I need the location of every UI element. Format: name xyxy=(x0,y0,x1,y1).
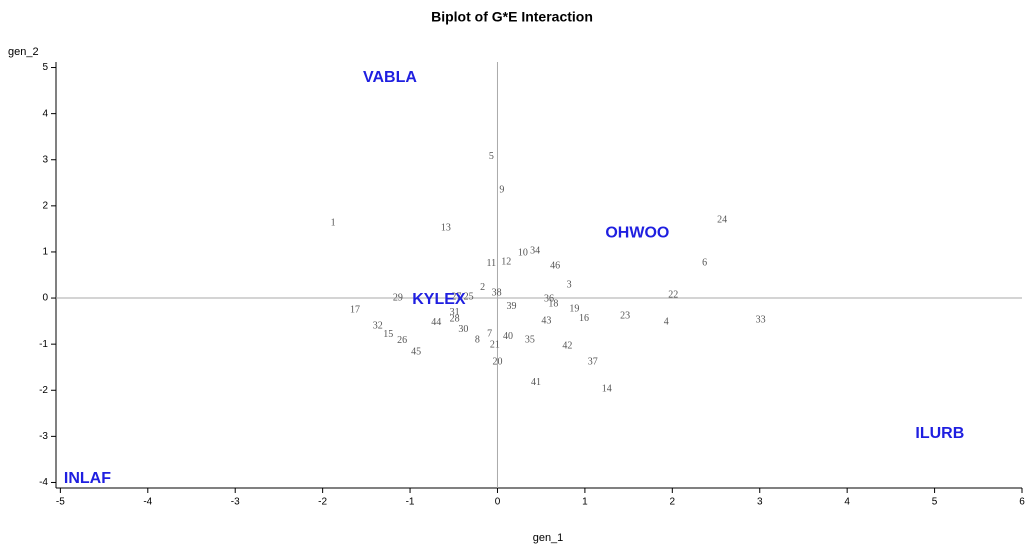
y-tick-label: 4 xyxy=(42,108,48,119)
y-tick-label: 2 xyxy=(42,200,48,211)
x-tick-label: 2 xyxy=(670,497,676,508)
chart-title: Biplot of G*E Interaction xyxy=(431,9,593,25)
x-axis-label: gen_1 xyxy=(533,532,564,544)
genotype-label: 4 xyxy=(664,316,669,327)
y-tick-label: 3 xyxy=(42,154,48,165)
x-tick-label: 3 xyxy=(757,497,763,508)
environment-label: VABLA xyxy=(363,69,417,86)
genotype-label: 34 xyxy=(530,245,540,256)
y-tick-label: 5 xyxy=(42,62,48,73)
genotype-label: 29 xyxy=(393,292,403,303)
genotype-label: 28 xyxy=(450,314,460,325)
genotype-label: 45 xyxy=(411,346,421,357)
genotype-label: 44 xyxy=(431,317,441,328)
y-tick-label: -1 xyxy=(39,339,48,350)
environment-label: INLAF xyxy=(64,470,111,487)
genotype-label: 39 xyxy=(506,301,516,312)
environment-label: OHWOO xyxy=(605,224,669,241)
environment-label: ILURB xyxy=(915,425,964,442)
genotype-label: 19 xyxy=(569,303,579,314)
genotype-label: 12 xyxy=(501,256,511,267)
genotype-label: 41 xyxy=(531,377,541,388)
genotype-label: 27 xyxy=(451,291,461,302)
genotype-label: 9 xyxy=(499,184,504,195)
environment-label: KYLEX xyxy=(412,291,466,308)
x-tick-label: -5 xyxy=(56,497,65,508)
genotype-label: 13 xyxy=(441,222,451,233)
x-tick-label: -4 xyxy=(143,497,152,508)
genotype-label: 24 xyxy=(717,214,727,225)
genotype-label: 2 xyxy=(480,282,485,293)
x-tick-label: -3 xyxy=(231,497,240,508)
y-axis-label: gen_2 xyxy=(8,46,39,58)
genotype-label: 25 xyxy=(464,291,474,302)
x-tick-label: -1 xyxy=(406,497,415,508)
y-tick-label: -4 xyxy=(39,477,48,488)
genotype-label: 20 xyxy=(492,356,502,367)
genotype-label: 33 xyxy=(756,314,766,325)
y-tick-label: -2 xyxy=(39,385,48,396)
genotype-label: 43 xyxy=(541,315,551,326)
genotype-label: 18 xyxy=(548,298,558,309)
genotype-label: 21 xyxy=(490,339,500,350)
x-tick-label: 5 xyxy=(932,497,938,508)
genotype-label: 7 xyxy=(487,328,492,339)
genotype-label: 16 xyxy=(579,313,589,324)
genotype-label: 8 xyxy=(475,334,480,345)
genotype-label: 35 xyxy=(525,334,535,345)
genotype-label: 42 xyxy=(562,340,572,351)
y-tick-label: -3 xyxy=(39,431,48,442)
genotype-label: 1 xyxy=(331,218,336,229)
genotype-label: 3 xyxy=(567,279,572,290)
genotype-label: 22 xyxy=(668,290,678,301)
x-tick-label: 4 xyxy=(844,497,850,508)
genotype-label: 11 xyxy=(487,258,497,269)
x-tick-label: 6 xyxy=(1019,497,1025,508)
x-tick-label: 1 xyxy=(582,497,588,508)
genotype-label: 10 xyxy=(518,248,528,259)
genotype-label: 5 xyxy=(489,151,494,162)
genotype-label: 15 xyxy=(383,329,393,340)
genotype-label: 14 xyxy=(602,384,612,395)
genotype-label: 6 xyxy=(702,257,707,268)
genotype-label: 36 xyxy=(544,293,554,304)
y-tick-label: 0 xyxy=(42,293,48,304)
genotype-label: 26 xyxy=(397,335,407,346)
genotype-label: 46 xyxy=(550,261,560,272)
x-tick-label: 0 xyxy=(495,497,501,508)
y-tick-label: 1 xyxy=(42,247,48,258)
genotype-label: 23 xyxy=(620,310,630,321)
genotype-label: 37 xyxy=(588,356,598,367)
genotype-label: 32 xyxy=(373,320,383,331)
genotype-label: 38 xyxy=(492,287,502,298)
genotype-label: 40 xyxy=(503,331,513,342)
genotype-label: 17 xyxy=(350,304,360,315)
genotype-label: 31 xyxy=(450,307,460,318)
x-tick-label: -2 xyxy=(318,497,327,508)
genotype-label: 30 xyxy=(458,324,468,335)
